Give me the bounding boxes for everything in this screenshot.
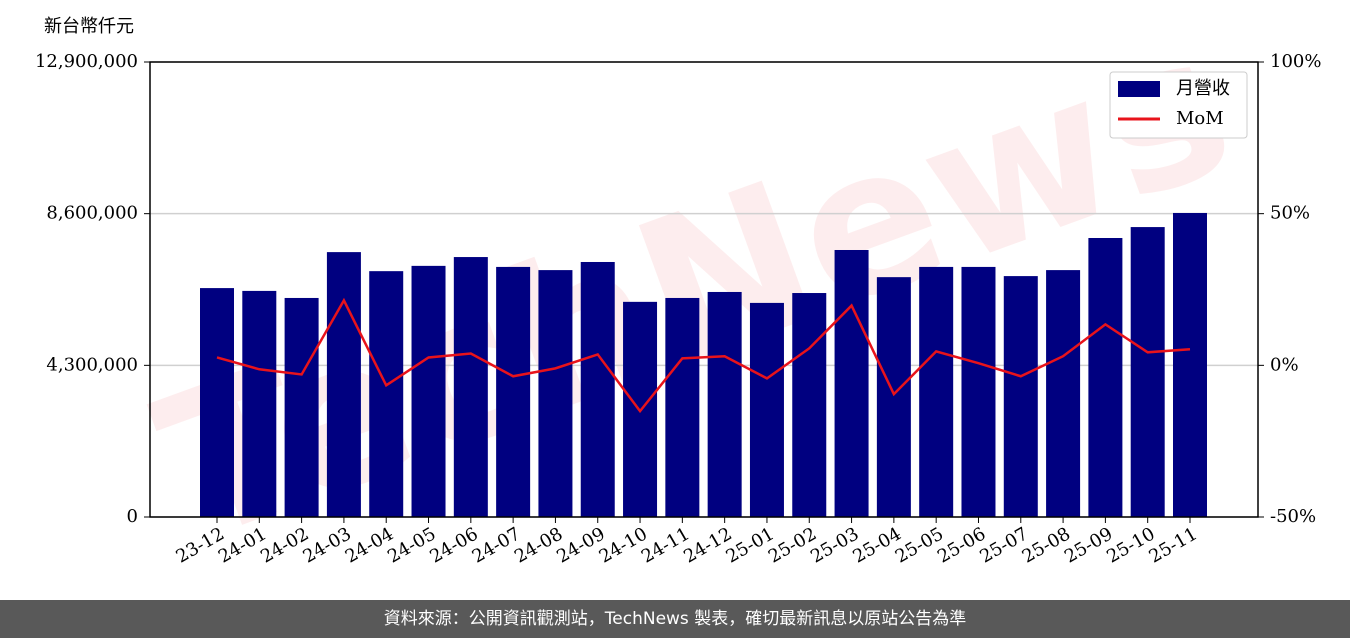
y2-tick-label: 100% — [1270, 51, 1321, 72]
bar — [1003, 276, 1038, 517]
bar — [200, 288, 234, 517]
y2-tick-label: -50% — [1270, 506, 1316, 527]
bar — [453, 257, 488, 517]
legend-label: MoM — [1176, 108, 1224, 129]
bar — [284, 297, 319, 517]
bar — [580, 261, 615, 517]
bar — [411, 265, 446, 517]
legend-label: 月營收 — [1176, 78, 1230, 99]
y2-tick-label: 0% — [1270, 354, 1299, 375]
y-tick-label: 12,900,000 — [35, 51, 138, 72]
legend: 月營收 MoM — [1109, 71, 1248, 139]
bar — [369, 271, 404, 517]
bar — [749, 302, 784, 517]
bar — [919, 266, 954, 517]
y-tick-label: 8,600,000 — [46, 203, 138, 224]
bar — [496, 266, 531, 517]
line — [216, 297, 1191, 414]
bar — [792, 293, 827, 517]
y-unit-label: 新台幣仟元 — [44, 16, 134, 37]
y-tick-label: 4,300,000 — [46, 354, 138, 375]
bar — [665, 297, 700, 517]
bar — [1088, 238, 1123, 517]
x-tick-label: 25-11 — [1146, 523, 1201, 567]
bar — [242, 290, 277, 517]
bar — [1130, 227, 1165, 517]
bar — [326, 252, 361, 517]
legend-swatch — [1118, 81, 1160, 97]
bar — [707, 291, 742, 517]
bar — [876, 277, 911, 517]
bar — [961, 266, 996, 517]
plot-frame — [149, 61, 1259, 518]
bar — [1173, 212, 1207, 517]
bar — [834, 249, 869, 517]
y2-tick-label: 50% — [1270, 203, 1310, 224]
bar — [538, 270, 573, 517]
chart: TechNews 新台幣仟元 04,300,0008,600,00012,900… — [35, 0, 1322, 587]
y-tick-label: 0 — [127, 506, 138, 527]
footer: 資料來源：公開資訊觀測站，TechNews 製表，確切最新訊息以原站公告為準 — [0, 600, 1350, 638]
bar — [1046, 270, 1081, 517]
